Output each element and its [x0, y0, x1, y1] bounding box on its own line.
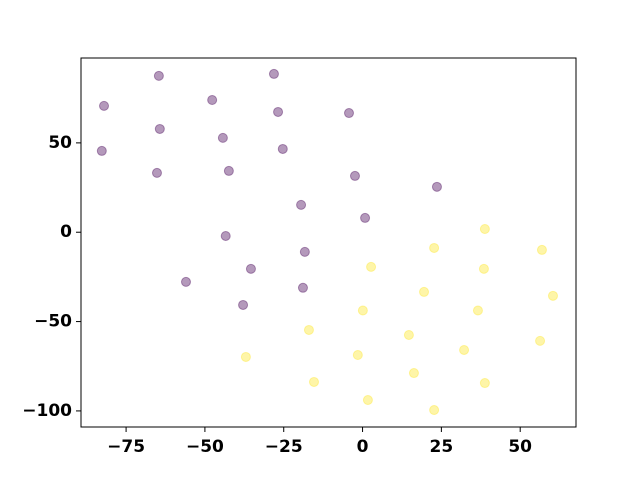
scatter-point	[297, 282, 308, 293]
scatter-point	[268, 68, 279, 79]
x-tick-label: 0	[357, 437, 369, 457]
scatter-point	[547, 290, 558, 301]
scatter-point	[479, 378, 490, 389]
scatter-point	[352, 349, 363, 360]
scatter-point	[296, 199, 307, 210]
x-tick-label: −50	[186, 437, 224, 457]
scatter-point	[429, 405, 440, 416]
y-tick-label: 50	[48, 133, 72, 153]
scatter-point	[223, 165, 234, 176]
scatter-point	[431, 181, 442, 192]
y-tick-label: 0	[60, 222, 72, 242]
scatter-point	[151, 167, 162, 178]
scatter-point	[479, 224, 490, 235]
x-tick-label: −75	[107, 437, 145, 457]
scatter-point	[217, 132, 228, 143]
scatter-point	[408, 368, 419, 379]
scatter-point	[360, 212, 371, 223]
scatter-point	[99, 100, 110, 111]
scatter-point	[478, 263, 489, 274]
scatter-point	[357, 305, 368, 316]
y-tick-label: −50	[34, 312, 72, 332]
scatter-point	[349, 170, 360, 181]
x-tick-label: −25	[265, 437, 303, 457]
scatter-point	[459, 344, 470, 355]
scatter-point	[153, 70, 164, 81]
scatter-point	[472, 305, 483, 316]
plot-frame	[80, 57, 577, 428]
scatter-point	[273, 106, 284, 117]
scatter-point	[220, 230, 231, 241]
scatter-point	[343, 108, 354, 119]
scatter-point	[535, 335, 546, 346]
scatter-point	[308, 376, 319, 387]
scatter-point	[238, 299, 249, 310]
y-tick-label: −100	[22, 401, 72, 421]
scatter-point	[96, 145, 107, 156]
scatter-point	[303, 324, 314, 335]
scatter-point	[154, 123, 165, 134]
scatter-point	[277, 143, 288, 154]
scatter-point	[180, 276, 191, 287]
scatter-point	[366, 261, 377, 272]
scatter-point	[207, 94, 218, 105]
scatter-point	[403, 329, 414, 340]
scatter-point	[299, 246, 310, 257]
scatter-point	[536, 244, 547, 255]
scatter-point	[419, 286, 430, 297]
scatter-point	[245, 263, 256, 274]
scatter-point	[240, 351, 251, 362]
x-tick-label: 25	[430, 437, 454, 457]
x-tick-label: 50	[508, 437, 532, 457]
scatter-point	[429, 242, 440, 253]
scatter-point	[362, 395, 373, 406]
